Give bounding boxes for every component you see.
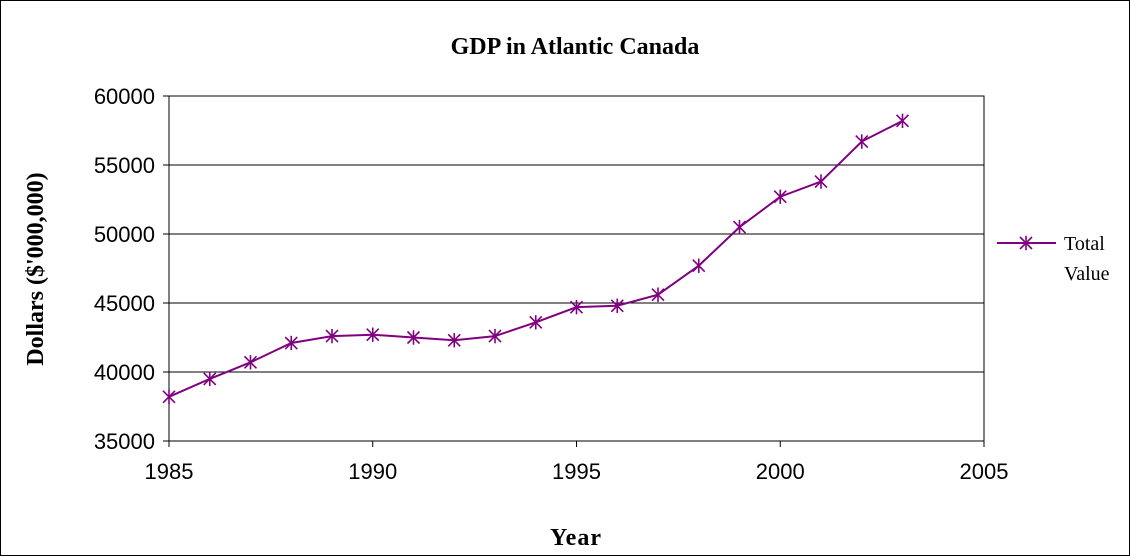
grid-lines bbox=[169, 164, 984, 373]
legend-label-line1: Total bbox=[1064, 233, 1105, 255]
x-tick-label: 1985 bbox=[145, 459, 194, 484]
legend-marker bbox=[1019, 235, 1033, 251]
data-point-marker bbox=[895, 113, 910, 129]
data-point-marker bbox=[488, 328, 502, 344]
y-tick-label: 60000 bbox=[94, 84, 155, 109]
series-group bbox=[162, 113, 910, 405]
data-point-marker bbox=[325, 328, 339, 344]
data-point-marker bbox=[651, 287, 665, 302]
x-tick-label: 2005 bbox=[960, 459, 1009, 484]
data-point-marker bbox=[406, 330, 421, 345]
x-ticks: 1985 1990 1995 2000 2005 bbox=[145, 441, 1009, 484]
data-point-marker bbox=[529, 315, 543, 330]
data-point-marker bbox=[203, 371, 217, 387]
x-tick-label: 1995 bbox=[552, 459, 601, 484]
data-point-marker bbox=[732, 219, 747, 235]
data-point-marker bbox=[855, 134, 869, 149]
data-point-marker bbox=[243, 355, 258, 370]
data-point-marker bbox=[773, 189, 787, 204]
y-axis-title: Dollars ($'000,000) bbox=[23, 172, 49, 365]
x-tick-label: 2000 bbox=[756, 459, 805, 484]
y-tick-label: 55000 bbox=[94, 153, 155, 178]
data-point-marker bbox=[284, 335, 298, 351]
legend: Total Value bbox=[997, 233, 1110, 285]
data-point-marker bbox=[610, 298, 624, 313]
data-point-marker bbox=[569, 299, 584, 315]
x-axis-title: Year bbox=[550, 525, 602, 551]
series-line bbox=[168, 119, 903, 398]
y-tick-label: 40000 bbox=[94, 360, 155, 385]
y-ticks: 35000 40000 45000 50000 55000 60000 bbox=[94, 84, 169, 454]
legend-label-line2: Value bbox=[1064, 263, 1110, 285]
data-point-marker bbox=[814, 174, 828, 189]
data-point-marker bbox=[692, 258, 706, 273]
y-tick-label: 50000 bbox=[94, 222, 155, 247]
data-point-marker bbox=[366, 327, 380, 342]
chart-title: GDP in Atlantic Canada bbox=[451, 34, 700, 60]
data-point-marker bbox=[447, 333, 461, 348]
x-tick-label: 1990 bbox=[348, 459, 397, 484]
y-tick-label: 35000 bbox=[94, 429, 155, 454]
y-tick-label: 45000 bbox=[94, 291, 155, 316]
plot-area: 1985 1990 1995 2000 2005 35000 40000 45000 5000… bbox=[94, 84, 1009, 484]
data-point-marker bbox=[162, 389, 176, 405]
legend-asterisk-icon bbox=[1019, 235, 1033, 251]
